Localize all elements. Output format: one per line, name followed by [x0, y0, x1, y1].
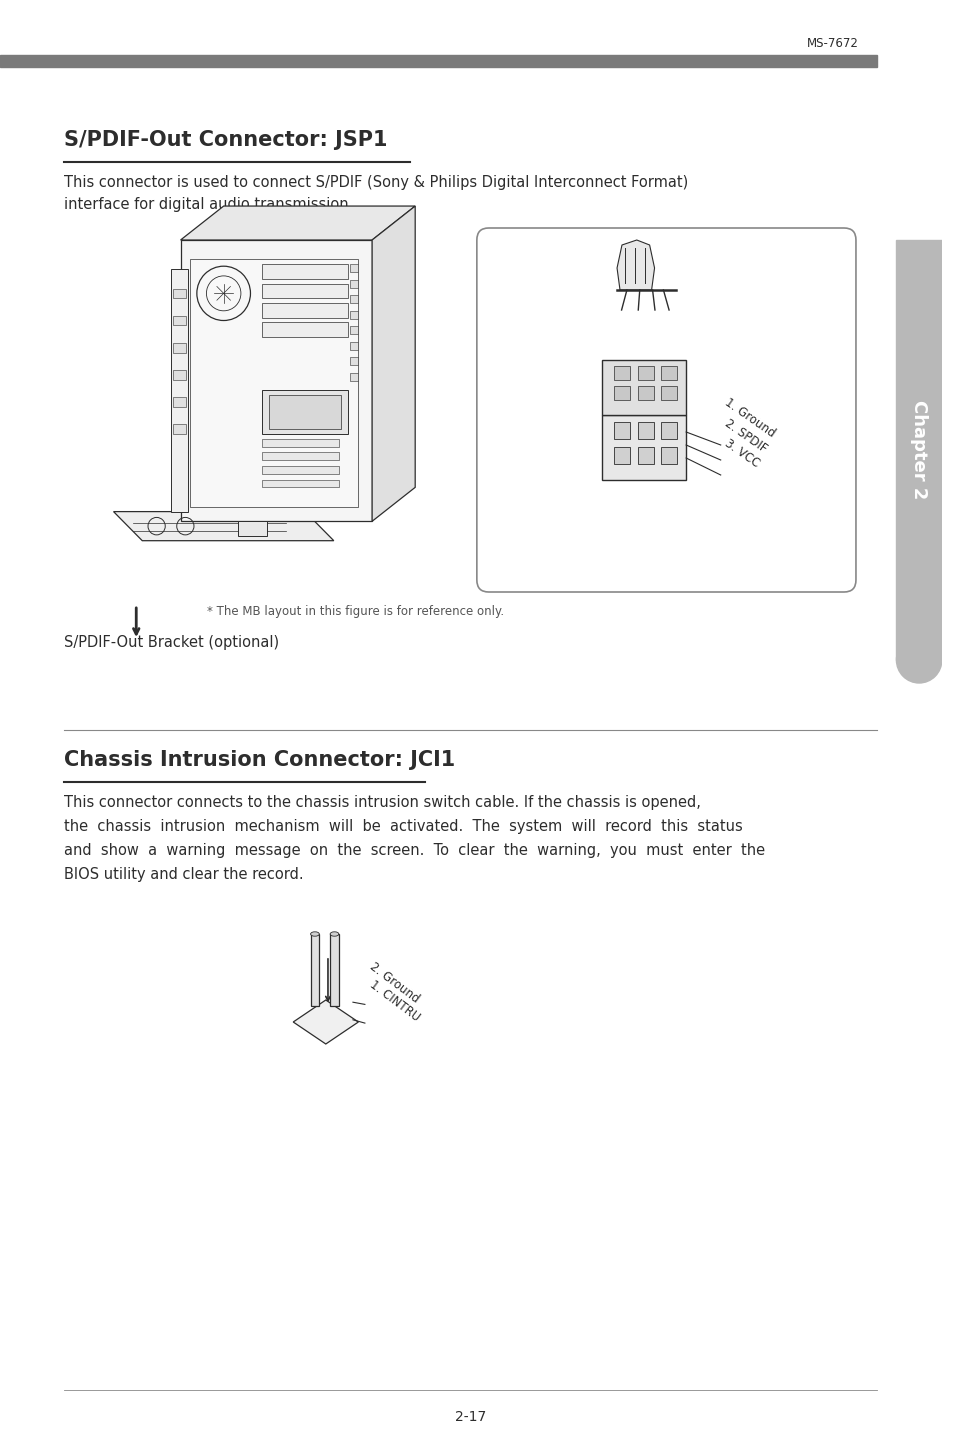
- Bar: [350, 279, 357, 288]
- Text: 1. Ground: 1. Ground: [722, 395, 778, 440]
- Text: Chassis Intrusion Connector: JCI1: Chassis Intrusion Connector: JCI1: [64, 750, 455, 770]
- Bar: [0, 54, 876, 67]
- Ellipse shape: [311, 932, 319, 937]
- Bar: [350, 358, 357, 365]
- Bar: [350, 372, 357, 381]
- Polygon shape: [372, 206, 415, 521]
- Bar: [172, 315, 186, 325]
- Text: and  show  a  warning  message  on  the  screen.  To  clear  the  warning,  you : and show a warning message on the screen…: [64, 843, 764, 858]
- Bar: [262, 438, 338, 447]
- Text: 2. SPDIF: 2. SPDIF: [722, 417, 769, 455]
- Text: S/PDIF-Out Connector: JSP1: S/PDIF-Out Connector: JSP1: [64, 130, 387, 150]
- Bar: [614, 367, 629, 379]
- Bar: [269, 395, 341, 430]
- Text: S/PDIF-Out Bracket (optional): S/PDIF-Out Bracket (optional): [64, 634, 279, 650]
- Bar: [262, 480, 338, 487]
- Text: Chapter 2: Chapter 2: [909, 401, 927, 500]
- Bar: [660, 422, 677, 440]
- Bar: [171, 269, 188, 511]
- Bar: [638, 367, 653, 379]
- Text: * The MB layout in this figure is for reference only.: * The MB layout in this figure is for re…: [207, 604, 503, 619]
- Text: the  chassis  intrusion  mechanism  will  be  activated.  The  system  will  rec: the chassis intrusion mechanism will be …: [64, 819, 742, 833]
- Polygon shape: [617, 241, 654, 291]
- Bar: [660, 367, 677, 379]
- Bar: [350, 326, 357, 334]
- Bar: [350, 265, 357, 272]
- Bar: [660, 387, 677, 400]
- Bar: [330, 934, 338, 1005]
- Polygon shape: [180, 206, 415, 241]
- Bar: [262, 465, 338, 474]
- Polygon shape: [113, 511, 334, 541]
- Text: 1. CINTRU: 1. CINTRU: [367, 978, 422, 1024]
- Polygon shape: [238, 521, 267, 536]
- Bar: [172, 424, 186, 434]
- Polygon shape: [293, 1000, 358, 1044]
- Text: interface for digital audio transmission.: interface for digital audio transmission…: [64, 198, 354, 212]
- Bar: [172, 288, 186, 298]
- FancyBboxPatch shape: [476, 228, 855, 591]
- Bar: [172, 369, 186, 379]
- Bar: [638, 422, 653, 440]
- Text: 3. VCC: 3. VCC: [722, 437, 761, 470]
- Bar: [614, 447, 629, 464]
- Text: This connector connects to the chassis intrusion switch cable. If the chassis is: This connector connects to the chassis i…: [64, 795, 700, 811]
- Bar: [190, 259, 357, 507]
- Bar: [172, 397, 186, 407]
- Bar: [614, 422, 629, 440]
- Bar: [350, 342, 357, 349]
- Bar: [614, 387, 629, 400]
- Text: This connector is used to connect S/PDIF (Sony & Philips Digital Interconnect Fo: This connector is used to connect S/PDIF…: [64, 175, 688, 190]
- Text: BIOS utility and clear the record.: BIOS utility and clear the record.: [64, 866, 303, 882]
- Bar: [660, 447, 677, 464]
- Bar: [638, 447, 653, 464]
- Ellipse shape: [330, 932, 338, 937]
- Bar: [638, 387, 653, 400]
- Bar: [896, 241, 941, 660]
- Bar: [262, 304, 348, 318]
- Bar: [601, 359, 685, 415]
- Bar: [262, 322, 348, 337]
- Bar: [262, 284, 348, 298]
- Bar: [262, 453, 338, 460]
- Text: 2. Ground: 2. Ground: [367, 959, 421, 1005]
- Text: 2-17: 2-17: [455, 1411, 486, 1423]
- Text: MS-7672: MS-7672: [806, 37, 858, 50]
- Bar: [601, 415, 685, 480]
- Polygon shape: [180, 241, 372, 521]
- Bar: [262, 391, 348, 434]
- Bar: [311, 934, 319, 1005]
- Ellipse shape: [896, 637, 941, 683]
- Bar: [350, 311, 357, 318]
- Bar: [262, 265, 348, 279]
- Bar: [350, 295, 357, 304]
- Bar: [172, 342, 186, 352]
